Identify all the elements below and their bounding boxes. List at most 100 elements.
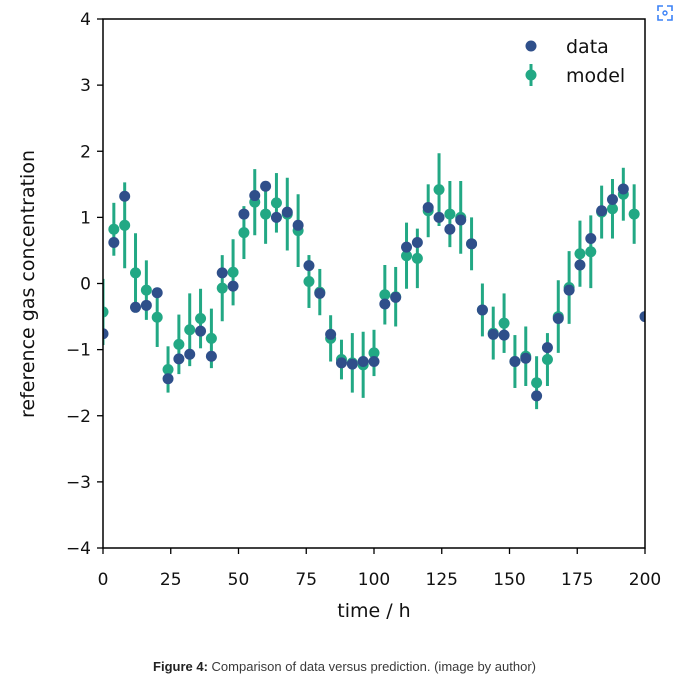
- data-point: [325, 328, 337, 340]
- data-point: [281, 206, 293, 218]
- model-point: [195, 313, 207, 325]
- data-point: [606, 194, 618, 206]
- y-tick-label: 4: [80, 10, 91, 30]
- model-point: [585, 246, 597, 258]
- data-point: [184, 348, 196, 360]
- y-tick-label: −2: [66, 407, 91, 427]
- x-tick-label: 150: [493, 570, 525, 590]
- model-point: [216, 282, 228, 294]
- caption-label: Figure 4:: [153, 659, 208, 674]
- data-point: [574, 259, 586, 271]
- model-point: [227, 266, 239, 278]
- model-point: [628, 208, 640, 220]
- data-point: [585, 233, 597, 245]
- data-point: [173, 353, 185, 365]
- plot-frame: [102, 18, 646, 549]
- data-point: [552, 313, 564, 325]
- data-point: [119, 190, 131, 202]
- data-point: [103, 328, 109, 340]
- data-point: [151, 287, 163, 299]
- model-point: [379, 289, 391, 301]
- model-point: [574, 248, 586, 260]
- data-point: [368, 356, 380, 368]
- x-tick-label: 25: [160, 570, 182, 590]
- y-tick-label: 0: [80, 275, 91, 295]
- x-tick-label: 75: [295, 570, 317, 590]
- legend-model-label: model: [566, 65, 625, 87]
- caption-text: Comparison of data versus prediction. (i…: [211, 659, 536, 674]
- data-point: [346, 358, 358, 370]
- data-point: [520, 352, 532, 364]
- chart: 0 25 50 75 100 125 150 175 200 −4 −3 −2 −1 0 1 2 3 4 tim…: [17, 10, 661, 622]
- model-point: [162, 363, 174, 375]
- data-point: [205, 350, 217, 362]
- data-point: [108, 237, 120, 249]
- model-point: [270, 197, 282, 209]
- legend-data-label: data: [566, 36, 609, 58]
- data-point: [509, 356, 521, 368]
- model-series: [103, 153, 640, 410]
- y-tick-label: 3: [80, 76, 91, 96]
- data-point: [639, 311, 645, 323]
- data-point: [466, 238, 478, 250]
- model-point: [498, 317, 510, 329]
- model-point: [140, 284, 152, 296]
- model-point: [303, 276, 315, 288]
- model-point: [151, 311, 163, 323]
- data-point: [292, 219, 304, 231]
- data-point: [498, 329, 510, 341]
- data-point: [617, 183, 629, 195]
- y-axis-label: reference gas concentration: [17, 150, 39, 418]
- data-point: [260, 180, 272, 192]
- data-point: [314, 287, 326, 299]
- data-point: [563, 284, 575, 296]
- data-point: [401, 241, 413, 253]
- model-point: [531, 377, 543, 389]
- data-point: [140, 299, 152, 311]
- data-point: [249, 190, 261, 202]
- model-point: [541, 354, 553, 366]
- x-tick-label: 0: [98, 570, 109, 590]
- x-tick-label: 125: [426, 570, 458, 590]
- data-point: [195, 325, 207, 337]
- data-point: [596, 205, 608, 217]
- data-series: [103, 180, 645, 402]
- model-point: [108, 223, 120, 235]
- model-point: [205, 332, 217, 344]
- model-point: [238, 227, 250, 239]
- model-point: [444, 208, 456, 220]
- data-point: [390, 291, 402, 303]
- data-point: [541, 342, 553, 354]
- figure-caption: Figure 4: Comparison of data versus pred…: [0, 659, 689, 674]
- model-point: [184, 324, 196, 336]
- model-point: [119, 219, 131, 231]
- y-axis: −4 −3 −2 −1 0 1 2 3 4: [66, 10, 103, 559]
- legend: data model: [525, 36, 625, 87]
- data-point: [238, 208, 250, 220]
- data-point: [357, 356, 369, 368]
- x-tick-label: 200: [629, 570, 661, 590]
- model-point: [130, 267, 142, 279]
- data-point: [379, 298, 391, 310]
- legend-data-marker: [525, 40, 537, 52]
- data-point: [422, 201, 434, 213]
- model-point: [433, 184, 445, 196]
- model-point: [401, 250, 413, 262]
- data-point: [130, 301, 142, 313]
- data-point: [303, 260, 315, 272]
- data-point: [487, 328, 499, 340]
- x-axis: 0 25 50 75 100 125 150 175 200: [98, 548, 661, 590]
- legend-model-marker: [525, 69, 537, 81]
- x-tick-label: 175: [561, 570, 593, 590]
- data-point: [476, 304, 488, 316]
- data-point: [227, 280, 239, 292]
- x-axis-label: time / h: [337, 600, 410, 622]
- data-point: [270, 211, 282, 223]
- x-tick-label: 50: [228, 570, 250, 590]
- x-tick-label: 100: [358, 570, 390, 590]
- expand-corners-icon[interactable]: [655, 3, 675, 23]
- y-tick-label: −4: [66, 539, 91, 559]
- data-point: [455, 214, 467, 226]
- y-tick-label: −3: [66, 473, 91, 493]
- data-point: [216, 267, 228, 279]
